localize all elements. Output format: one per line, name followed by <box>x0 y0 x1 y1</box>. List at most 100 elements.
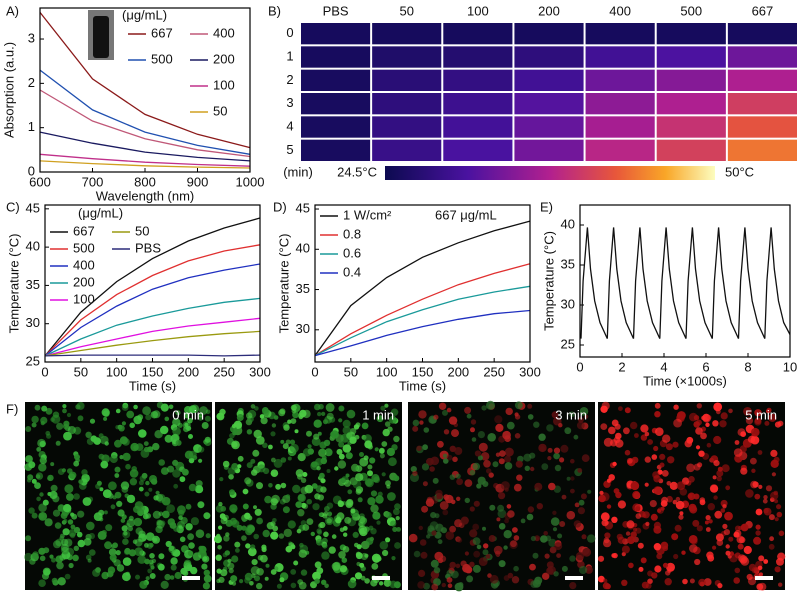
cell <box>530 466 535 472</box>
cell <box>337 500 344 507</box>
cell <box>538 433 546 441</box>
cell <box>686 463 695 473</box>
cell <box>581 534 587 540</box>
cell <box>148 487 153 492</box>
cell <box>41 405 48 412</box>
cell <box>666 481 672 486</box>
cell <box>552 527 558 532</box>
cell <box>124 549 131 556</box>
cell <box>464 497 470 504</box>
cell <box>478 557 488 566</box>
legend-label: 0.4 <box>343 264 361 279</box>
cell <box>179 536 186 543</box>
cell <box>720 508 726 513</box>
cell <box>160 520 166 526</box>
cell <box>615 439 624 448</box>
cell <box>101 408 110 417</box>
cell <box>244 477 252 485</box>
cell <box>227 558 232 563</box>
cell <box>121 421 126 426</box>
cell <box>379 541 389 550</box>
cell <box>578 417 584 423</box>
cell <box>331 534 337 539</box>
cell <box>36 496 41 502</box>
cell <box>457 537 463 543</box>
cell <box>350 508 356 514</box>
cell <box>229 504 238 513</box>
cell <box>734 440 740 445</box>
cell <box>62 528 70 536</box>
cell <box>323 439 331 447</box>
cell <box>441 582 446 588</box>
cell <box>505 407 513 416</box>
cell <box>231 424 237 429</box>
cell <box>695 427 703 435</box>
cell <box>696 403 702 409</box>
cell <box>514 401 523 410</box>
cell <box>349 436 357 444</box>
cell <box>644 431 650 437</box>
cell <box>335 517 342 524</box>
cell <box>712 545 717 550</box>
cell <box>73 460 80 467</box>
cell <box>714 510 723 519</box>
cell <box>270 469 279 478</box>
cell <box>290 582 297 589</box>
heat-cell <box>727 46 797 68</box>
cell <box>434 513 440 519</box>
cell <box>270 498 278 506</box>
panel-label: F) <box>6 401 18 416</box>
scale-bar <box>755 576 773 580</box>
cell <box>354 572 363 580</box>
cell <box>469 529 478 538</box>
cell <box>150 478 158 485</box>
cell <box>673 404 679 410</box>
cell <box>733 448 743 457</box>
cell <box>317 411 322 417</box>
cell <box>582 547 592 557</box>
cell <box>526 513 534 521</box>
cell <box>601 401 610 410</box>
heatmap-bg <box>300 22 798 162</box>
cell <box>297 453 306 462</box>
cell <box>470 419 477 425</box>
cell <box>134 547 144 556</box>
cell <box>716 476 722 482</box>
cell <box>719 420 727 428</box>
cell <box>300 569 308 576</box>
cell <box>197 551 202 556</box>
cell <box>117 509 125 517</box>
cell <box>214 535 222 544</box>
cell <box>74 454 80 460</box>
cell <box>300 477 307 483</box>
cell <box>698 578 706 587</box>
cell <box>314 578 320 584</box>
cell <box>507 510 515 518</box>
x-tick-label: 900 <box>187 174 209 189</box>
cell <box>778 530 785 537</box>
cell <box>104 441 109 446</box>
heat-cell <box>443 69 513 91</box>
cell <box>50 417 55 422</box>
cell <box>371 474 380 483</box>
cell <box>561 494 567 500</box>
cell <box>600 512 610 522</box>
cell <box>347 579 357 589</box>
cell <box>250 404 256 409</box>
cell <box>437 557 444 564</box>
cell <box>679 511 684 516</box>
cell <box>498 458 505 465</box>
cell <box>633 527 638 532</box>
cell <box>419 420 424 425</box>
x-tick-label: 4 <box>660 359 667 374</box>
cell <box>76 531 83 538</box>
cell <box>394 503 401 510</box>
heat-cell <box>585 93 655 115</box>
column-label: 100 <box>467 3 489 18</box>
cell <box>187 533 195 541</box>
cell <box>640 424 649 433</box>
cell <box>611 553 616 558</box>
cell <box>492 461 499 468</box>
cell <box>577 468 583 473</box>
cell <box>615 432 622 440</box>
